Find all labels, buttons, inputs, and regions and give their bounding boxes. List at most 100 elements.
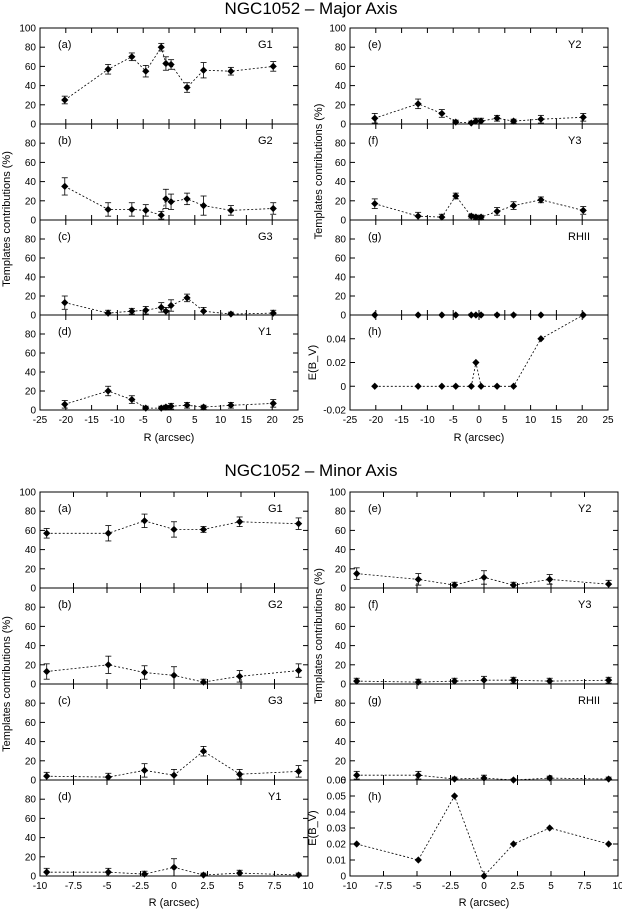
data-point xyxy=(157,43,165,51)
y-tick-label: 40 xyxy=(25,81,37,92)
panel-label: (a) xyxy=(58,39,71,51)
data-point xyxy=(450,775,459,783)
x-tick-label: 0 xyxy=(171,881,177,892)
data-point xyxy=(414,212,422,220)
y-tick-label: 80 xyxy=(335,235,347,246)
x-tick-label: -5 xyxy=(139,415,148,426)
panel-f: 0 20 40 60 80 (f) Y3 xyxy=(335,587,619,691)
y-tick-label: 40 xyxy=(335,737,347,748)
y-tick-label: 20 xyxy=(25,564,37,575)
data-point xyxy=(353,840,361,848)
y-tick-label: 20 xyxy=(335,292,347,303)
panel-label: (b) xyxy=(58,599,71,611)
y-tick-label: 80 xyxy=(335,699,347,710)
data-point xyxy=(140,517,149,525)
x-tick-label: 5 xyxy=(238,881,244,892)
panel-g: 0 20 40 60 80 (g) RHII xyxy=(335,219,609,322)
y-tick-label: 40 xyxy=(25,737,37,748)
y-tick-label: 20 xyxy=(25,196,37,207)
data-point xyxy=(472,358,480,367)
data-point xyxy=(269,204,277,213)
panel-b: 0 20 40 60 80 (b) G2 xyxy=(25,587,309,691)
y-axis-label-left: Templates contributions (%) xyxy=(1,616,13,752)
x-tick-label: -10 xyxy=(110,415,125,426)
data-point xyxy=(162,195,170,203)
data-point xyxy=(142,404,150,412)
y-tick-label: 60 xyxy=(25,814,37,825)
panel-e: 0 20 40 60 80 100 (e) Y2 xyxy=(329,24,609,131)
series-line xyxy=(356,795,609,877)
data-point xyxy=(162,59,170,68)
x-tick-label: -15 xyxy=(394,415,409,426)
template-name: Y2 xyxy=(568,39,581,51)
x-tick-label: -2.5 xyxy=(132,881,150,892)
y-tick-label: 20 xyxy=(25,852,37,863)
data-point xyxy=(537,196,545,204)
y-tick-label: 60 xyxy=(25,718,37,729)
data-point xyxy=(162,307,170,315)
y-axis-label-ebv: E(B_V) xyxy=(307,810,319,845)
data-point xyxy=(227,206,235,214)
data-point xyxy=(43,868,51,876)
panel-label: (f) xyxy=(368,135,378,147)
y-tick-label: 0.02 xyxy=(327,840,347,851)
x-tick-label: 7.5 xyxy=(268,881,282,892)
data-point xyxy=(371,200,379,208)
data-point xyxy=(183,83,191,92)
y-tick-label: 80 xyxy=(335,603,347,614)
data-point xyxy=(43,667,51,676)
y-tick-label: 20 xyxy=(25,292,37,303)
y-tick-label: 80 xyxy=(25,603,37,614)
data-point xyxy=(167,60,175,69)
y-tick-label: 0 xyxy=(340,382,346,393)
data-point xyxy=(236,770,244,778)
data-point xyxy=(104,309,112,317)
x-tick-label: 5 xyxy=(192,415,198,426)
y-tick-label: 80 xyxy=(25,795,37,806)
y-tick-label: 40 xyxy=(25,833,37,844)
y-tick-label: 0.04 xyxy=(327,808,347,819)
y-tick-label: 60 xyxy=(25,254,37,265)
x-tick-label: 10 xyxy=(612,881,622,892)
data-point xyxy=(227,67,235,75)
y-axis-label-left: Templates contributions (%) xyxy=(1,151,13,287)
data-point xyxy=(157,303,165,311)
y-tick-label: 0 xyxy=(30,584,36,595)
y-tick-label: 20 xyxy=(25,660,37,671)
data-point xyxy=(61,96,69,104)
data-point xyxy=(546,575,554,583)
data-point xyxy=(579,311,587,319)
y-tick-label: 0 xyxy=(30,311,36,322)
y-tick-label: 80 xyxy=(25,235,37,246)
y-tick-label: 60 xyxy=(335,158,347,169)
y-tick-label: 20 xyxy=(335,564,347,575)
data-point xyxy=(295,520,303,528)
y-tick-label: 100 xyxy=(329,488,346,499)
y-tick-label: 40 xyxy=(335,273,347,284)
data-point xyxy=(199,871,208,879)
x-axis-label-right: R (arcsec) xyxy=(454,432,505,444)
data-point xyxy=(236,518,244,526)
template-name: Y1 xyxy=(258,326,271,338)
data-point xyxy=(493,382,501,390)
panel-h: 0 0.01 0.02 0.03 0.04 0.05 0.06 -10 -7.5 -5 -2.5 0 2… xyxy=(307,776,622,893)
data-point xyxy=(104,205,112,214)
x-tick-label: -7.5 xyxy=(375,881,393,892)
panel-label: (d) xyxy=(58,326,71,338)
x-tick-label: -20 xyxy=(369,415,384,426)
data-point xyxy=(452,118,460,126)
y-tick-label: 20 xyxy=(25,100,37,111)
y-axis-label-ebv: E(B_V) xyxy=(307,345,319,380)
panel-label: (e) xyxy=(368,503,381,515)
template-name: G1 xyxy=(258,39,273,51)
data-point xyxy=(414,100,422,108)
data-point xyxy=(509,202,518,210)
template-name: G2 xyxy=(268,599,283,611)
data-point xyxy=(353,677,361,685)
data-point xyxy=(104,529,112,537)
y-tick-label: 40 xyxy=(25,273,37,284)
panel-label: (h) xyxy=(368,791,381,803)
y-tick-label: 100 xyxy=(329,24,346,35)
data-point xyxy=(537,115,545,123)
data-point xyxy=(605,840,613,848)
